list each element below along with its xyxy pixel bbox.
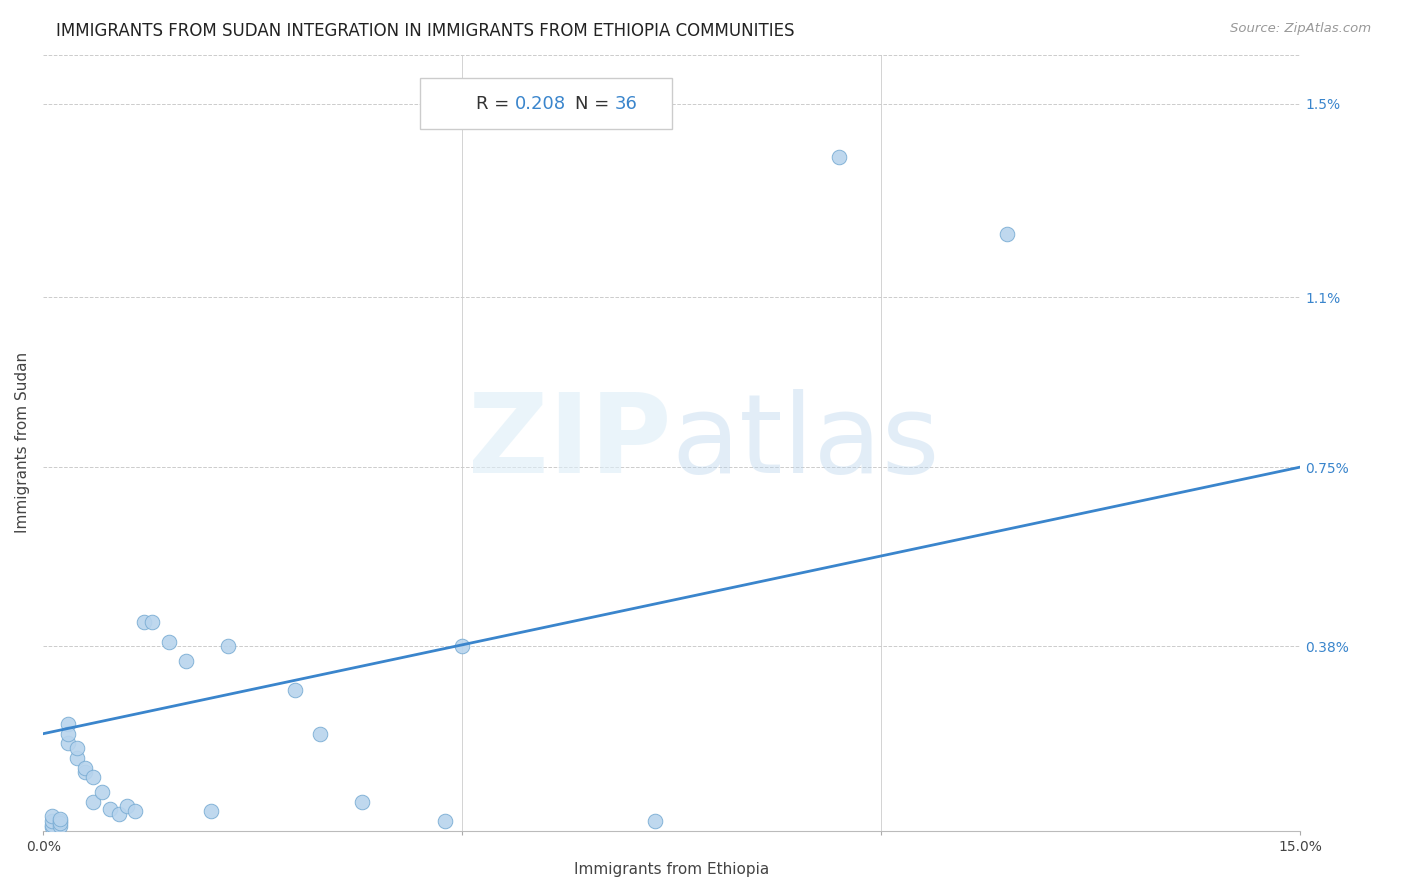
Point (200, 804, 222, 818)
Point (41, 818, 63, 832)
Point (49, 819, 72, 833)
Point (124, 804, 146, 818)
Point (434, 814, 457, 828)
Text: ZIP: ZIP (468, 390, 672, 496)
Point (58, 727, 80, 741)
Point (41, 820, 63, 834)
Point (41, 809, 63, 823)
Text: IMMIGRANTS FROM SUDAN INTEGRATION IN IMMIGRANTS FROM ETHIOPIA COMMUNITIES: IMMIGRANTS FROM SUDAN INTEGRATION IN IMM… (56, 22, 794, 40)
FancyBboxPatch shape (420, 78, 672, 128)
X-axis label: Immigrants from Ethiopia: Immigrants from Ethiopia (574, 862, 769, 877)
Text: N =: N = (575, 95, 614, 112)
Point (141, 615, 163, 630)
Point (284, 683, 307, 698)
Point (49, 814, 72, 828)
Point (58, 717, 80, 731)
Point (350, 795, 373, 809)
Point (82, 770, 104, 784)
Point (157, 634, 180, 648)
Point (90, 785, 112, 799)
Point (451, 640, 474, 654)
Point (41, 814, 63, 828)
Point (115, 799, 138, 814)
Point (644, 814, 666, 828)
Point (75, 765, 97, 780)
Text: 0.208: 0.208 (515, 95, 565, 112)
Y-axis label: Immigrants from Sudan: Immigrants from Sudan (15, 352, 30, 533)
Point (174, 654, 197, 668)
Text: 36: 36 (614, 95, 638, 112)
Point (828, 150, 851, 164)
Text: Source: ZipAtlas.com: Source: ZipAtlas.com (1230, 22, 1371, 36)
Text: atlas: atlas (672, 390, 941, 496)
Point (98, 802, 121, 816)
Point (75, 761, 97, 775)
Point (49, 816, 72, 830)
Point (66, 751, 89, 765)
Point (132, 615, 155, 630)
Point (49, 812, 72, 826)
Point (995, 227, 1018, 242)
Point (58, 736, 80, 750)
Point (107, 806, 129, 821)
Text: R =: R = (475, 95, 515, 112)
Point (308, 727, 330, 741)
Point (217, 640, 239, 654)
Point (82, 795, 104, 809)
Point (66, 741, 89, 756)
